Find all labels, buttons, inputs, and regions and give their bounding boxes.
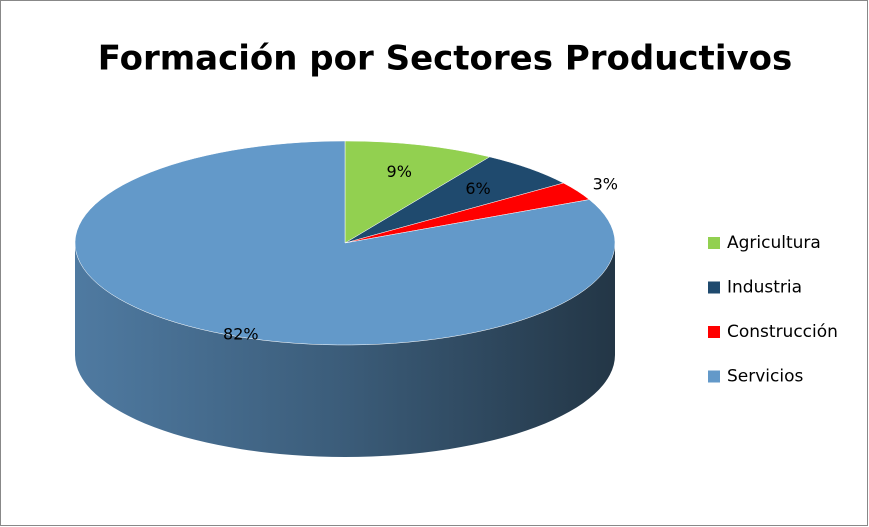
legend-swatch — [708, 237, 720, 249]
legend-label: Construcción — [727, 322, 838, 342]
legend-label: Servicios — [727, 367, 803, 387]
legend-swatch — [708, 370, 720, 383]
pie-side — [75, 243, 615, 457]
data-label: 6% — [465, 179, 490, 198]
pie-slice — [74, 140, 616, 346]
data-label: 3% — [593, 174, 618, 193]
legend-label: Agricultura — [727, 233, 821, 253]
pie-slice — [344, 140, 491, 244]
legend-swatch — [708, 326, 720, 338]
legend-swatch — [708, 281, 720, 294]
chart-title: Formación por Sectores Productivos — [98, 39, 792, 79]
data-label: 82% — [223, 325, 259, 344]
data-label: 9% — [387, 162, 412, 181]
legend-label: Industria — [727, 278, 802, 298]
